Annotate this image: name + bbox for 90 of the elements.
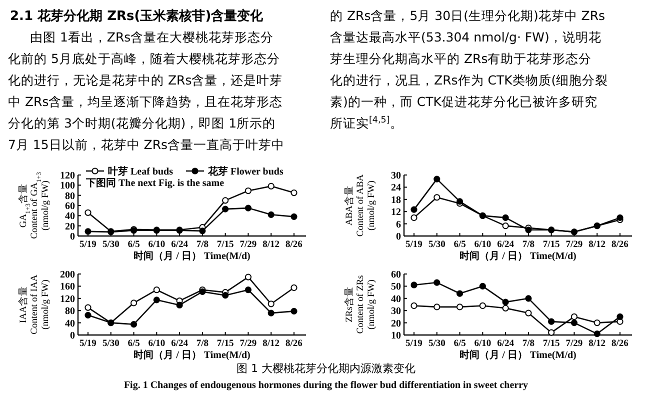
legend-label: 叶芽 Leaf buds (108, 166, 174, 178)
x-tick-label: 8/12 (262, 240, 280, 250)
x-tick-label: 7/8 (522, 240, 535, 250)
y-tick-label: 80 (65, 190, 75, 202)
annotation: 下图同 The next Fig. is the same (85, 178, 225, 189)
x-tick-label: 8/26 (612, 240, 629, 250)
x-tick-label: 5/19 (80, 339, 97, 349)
text: 芽生理分化期高水平的 ZRs有助于花芽形态分 (330, 51, 592, 66)
x-tick-label: 8/26 (286, 339, 303, 349)
text: 化前的 5月底处于高峰，随着大樱桃花芽形态分 (8, 51, 280, 66)
x-tick-label: 5/30 (428, 339, 446, 349)
x-tick-label: 7/15 (542, 339, 560, 349)
x-tick-label: 6/5 (454, 339, 466, 349)
x-tick-label: 5/19 (406, 240, 423, 250)
x-tick-label: 6/5 (454, 240, 466, 250)
y-tick-label: 120 (60, 294, 75, 305)
y-tick-label: 30 (391, 170, 401, 182)
x-tick-label: 8/26 (612, 339, 629, 349)
text: 分化的第 3个时期(花瓣分化期)，即图 1所示的 (8, 116, 276, 130)
text: Fig. 1 Changes of endougenous hormones during the flower bud differentiation in sweet cherry (124, 380, 528, 391)
x-tick-label: 6/10 (474, 240, 492, 250)
y-tick-label: 20 (65, 221, 75, 232)
text: 所证实$^{[4,5]}$。 (330, 116, 403, 130)
x-tick-label: 7/8 (196, 339, 209, 349)
y-axis-title: ABA含量 Content of ABA (nmol/g FW) (343, 174, 377, 237)
y-tick-label: 24 (391, 182, 401, 194)
y-tick-label: 40 (65, 211, 75, 222)
x-tick-label: 5/30 (102, 240, 120, 250)
x-tick-label: 7/15 (542, 240, 560, 250)
x-axis-title: 时间（月 / 日） Time(M/d) (460, 349, 576, 361)
text: 含量达最高水平(53.304 nmol/g· FW)，说明花 (330, 30, 602, 44)
text: 化的进行，况且，ZRs作为 CTK类物质(细胞分裂 (330, 72, 608, 88)
y-tick-label: 12 (391, 207, 401, 218)
y-tick-label: 80 (65, 306, 75, 318)
y-tick-label: 200 (60, 270, 75, 280)
x-tick-label: 6/24 (171, 339, 188, 349)
x-tick-label: 5/30 (102, 339, 120, 349)
x-tick-label: 6/24 (171, 240, 188, 250)
y-tick-label: 10 (391, 330, 401, 342)
x-tick-label: 8/12 (262, 339, 280, 349)
x-tick-label: 6/5 (128, 339, 140, 349)
x-tick-label: 6/10 (148, 240, 166, 250)
x-tick-label: 6/24 (497, 339, 514, 349)
x-tick-label: 7/29 (240, 240, 257, 250)
text: 的 ZRs含量，5月 30日(生理分化期)花芽中 ZRs (330, 8, 606, 23)
y-tick-label: 120 (60, 170, 75, 182)
x-tick-label: 6/5 (128, 240, 140, 250)
x-axis-title: 时间（月 / 日） Time(M/d) (134, 250, 250, 262)
y-tick-label: 40 (391, 294, 401, 305)
x-tick-label: 6/10 (148, 339, 166, 349)
y-tick-label: 0 (396, 232, 401, 242)
text: 由图 1看出，ZRs含量在大樱桃花芽形态分 (30, 30, 274, 44)
y-tick-label: 18 (391, 194, 401, 206)
text: 素)的一种，而 CTK促进花芽分化已被许多研究 (330, 94, 598, 109)
x-tick-label: 7/29 (566, 240, 583, 250)
y-axis-title: IAA含量 Content of IAA (nmol/g FW) (17, 274, 51, 334)
text: 化的进行，无论是花芽中的 ZRs含量，还是叶芽 (8, 72, 283, 88)
y-tick-label: 60 (65, 201, 75, 212)
x-tick-label: 7/29 (566, 339, 583, 349)
y-tick-label: 30 (391, 306, 401, 318)
x-tick-label: 6/10 (474, 339, 492, 349)
text: 2.1 花芽分化期 ZRs(玉米素核苷)含量变化 (10, 8, 264, 24)
x-tick-label: 5/30 (428, 240, 446, 250)
text: 图 1 大樱桃花芽分化期内源激素变化 (236, 362, 416, 375)
y-tick-label: 20 (391, 318, 401, 330)
x-tick-label: 5/19 (80, 240, 97, 250)
y-axis-title: ZRs含量 Content of ZRs (nmol/g FW) (343, 274, 377, 334)
x-tick-label: 7/8 (196, 240, 209, 250)
y-tick-label: 50 (391, 282, 401, 293)
x-tick-label: 7/15 (216, 240, 234, 250)
text: 中 ZRs含量，均呈逐渐下降趋势，且在花芽形态 (8, 94, 283, 109)
x-axis-title: 时间（月 / 日） Time(M/d) (460, 250, 576, 262)
x-tick-label: 7/8 (522, 339, 535, 349)
x-tick-label: 8/26 (286, 240, 303, 250)
y-tick-label: 0 (70, 232, 75, 242)
legend-label: 花芽 Flower buds (207, 166, 284, 178)
x-tick-label: 7/15 (216, 339, 234, 349)
y-tick-label: 0 (70, 330, 75, 342)
y-tick-label: 60 (391, 270, 401, 280)
x-axis-title: 时间（月 / 日） Time(M/d) (134, 349, 250, 361)
y-tick-label: 160 (60, 282, 75, 293)
x-tick-label: 6/24 (497, 240, 514, 250)
x-tick-label: 5/19 (406, 339, 423, 349)
text: 7月 15日以前，花芽中 ZRs含量一直高于叶芽中 (8, 137, 285, 152)
x-tick-label: 7/29 (240, 339, 257, 349)
y-tick-label: 100 (60, 180, 75, 192)
y-tick-label: 6 (396, 219, 401, 230)
y-tick-label: 40 (65, 318, 75, 330)
x-tick-label: 8/12 (588, 339, 606, 349)
x-tick-label: 8/12 (588, 240, 606, 250)
